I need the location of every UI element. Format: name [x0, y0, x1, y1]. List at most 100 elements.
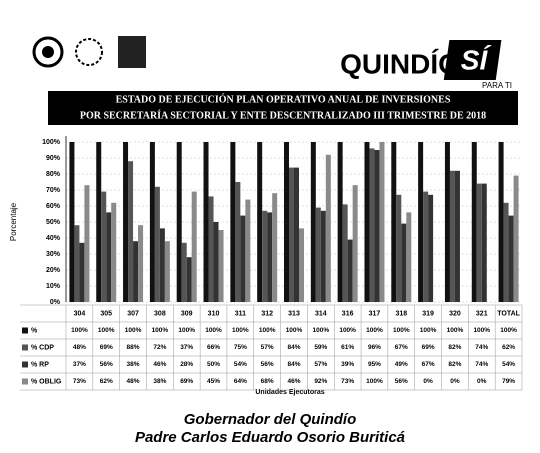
table-cell: 48%	[73, 344, 86, 351]
bar	[406, 212, 412, 302]
table-cell: 100%	[259, 327, 276, 334]
bar	[513, 175, 519, 302]
table-cell: 45%	[207, 378, 220, 385]
bar	[111, 202, 117, 302]
y-tick-label: 100%	[42, 139, 61, 146]
bar	[79, 242, 85, 302]
table-cell: 100%	[205, 327, 222, 334]
bar	[191, 191, 197, 302]
chart-title: ESTADO DE EJECUCIÓN PLAN OPERATIVO ANUAL…	[116, 93, 451, 105]
x-tick-label: 305	[100, 310, 112, 317]
table-cell: 49%	[395, 361, 408, 368]
bar	[245, 199, 251, 302]
bar	[138, 225, 144, 302]
table-cell: 100%	[313, 327, 330, 334]
bar	[176, 142, 182, 302]
bar	[347, 239, 353, 302]
bar	[159, 228, 165, 302]
table-cell: 100%	[339, 327, 356, 334]
table-cell: 88%	[127, 344, 140, 351]
footer-line: Gobernador del Quindío	[184, 411, 357, 428]
table-cell: 69%	[180, 378, 193, 385]
y-tick-label: 70%	[46, 187, 61, 194]
table-cell: 57%	[261, 344, 274, 351]
bar	[481, 183, 487, 302]
x-tick-label: 304	[74, 310, 86, 317]
bar	[235, 182, 241, 302]
table-cell: 50%	[207, 361, 220, 368]
table-cell: 48%	[127, 378, 140, 385]
table-cell: 66%	[207, 344, 220, 351]
table-cell: 67%	[395, 344, 408, 351]
x-tick-label: 314	[315, 310, 327, 317]
table-cell: 62%	[502, 344, 515, 351]
logo	[42, 46, 54, 58]
bar	[84, 185, 90, 302]
bar	[454, 170, 460, 302]
x-tick-label: 312	[261, 310, 273, 317]
table-cell: 100%	[125, 327, 142, 334]
table-cell: 74%	[475, 344, 488, 351]
logo	[118, 36, 146, 68]
table-cell: 82%	[448, 344, 461, 351]
brand-mark: SÍ	[461, 44, 492, 75]
y-axis-label: Porcentaje	[9, 202, 18, 241]
table-cell: 61%	[341, 344, 354, 351]
bar	[284, 142, 289, 302]
y-tick-label: 30%	[46, 251, 61, 258]
table-cell: 69%	[422, 344, 435, 351]
table-cell: 57%	[314, 361, 327, 368]
table-cell: 100%	[447, 327, 464, 334]
table-cell: 74%	[475, 361, 488, 368]
table-cell: 84%	[287, 344, 300, 351]
bar	[374, 150, 380, 302]
x-tick-label: 310	[208, 310, 220, 317]
table-cell: 100%	[393, 327, 410, 334]
bar	[315, 207, 321, 302]
y-tick-label: 90%	[46, 155, 61, 162]
y-tick-label: 20%	[46, 267, 61, 274]
x-tick-label: 316	[342, 310, 354, 317]
table-cell: 100%	[473, 327, 490, 334]
bar	[444, 142, 450, 302]
bar	[208, 196, 214, 302]
legend-swatch	[22, 378, 28, 385]
table-cell: 75%	[234, 344, 247, 351]
table-cell: 100%	[420, 327, 437, 334]
bar	[133, 241, 139, 302]
x-axis-label: Unidades Ejecutoras	[255, 389, 324, 396]
legend-swatch	[22, 361, 28, 368]
bar	[257, 142, 263, 302]
bar	[74, 225, 80, 302]
bar	[396, 194, 402, 302]
logo	[75, 38, 103, 66]
bar	[391, 142, 397, 302]
y-tick-label: 0%	[50, 299, 61, 306]
y-tick-label: 40%	[46, 235, 61, 242]
bar	[471, 142, 477, 302]
x-tick-label: TOTAL	[497, 310, 520, 317]
bar	[240, 215, 246, 302]
bar	[203, 142, 209, 302]
bar	[401, 223, 407, 302]
table-cell: 0%	[450, 378, 460, 385]
legend-swatch	[22, 344, 28, 351]
bar	[106, 212, 112, 302]
table-cell: 64%	[234, 378, 247, 385]
y-tick-label: 50%	[46, 219, 61, 226]
bar	[101, 191, 107, 302]
x-tick-label: 321	[476, 310, 488, 317]
legend-label: % RP	[31, 361, 49, 368]
table-cell: 54%	[234, 361, 247, 368]
table-cell: 28%	[180, 361, 193, 368]
y-tick-label: 10%	[46, 283, 61, 290]
table-cell: 100%	[366, 327, 383, 334]
table-cell: 67%	[422, 361, 435, 368]
table-cell: 56%	[261, 361, 274, 368]
table-cell: 69%	[100, 344, 113, 351]
bar	[181, 242, 187, 302]
bar	[69, 142, 75, 302]
y-tick-label: 80%	[46, 171, 61, 178]
bar	[186, 257, 192, 302]
table-cell: 82%	[448, 361, 461, 368]
